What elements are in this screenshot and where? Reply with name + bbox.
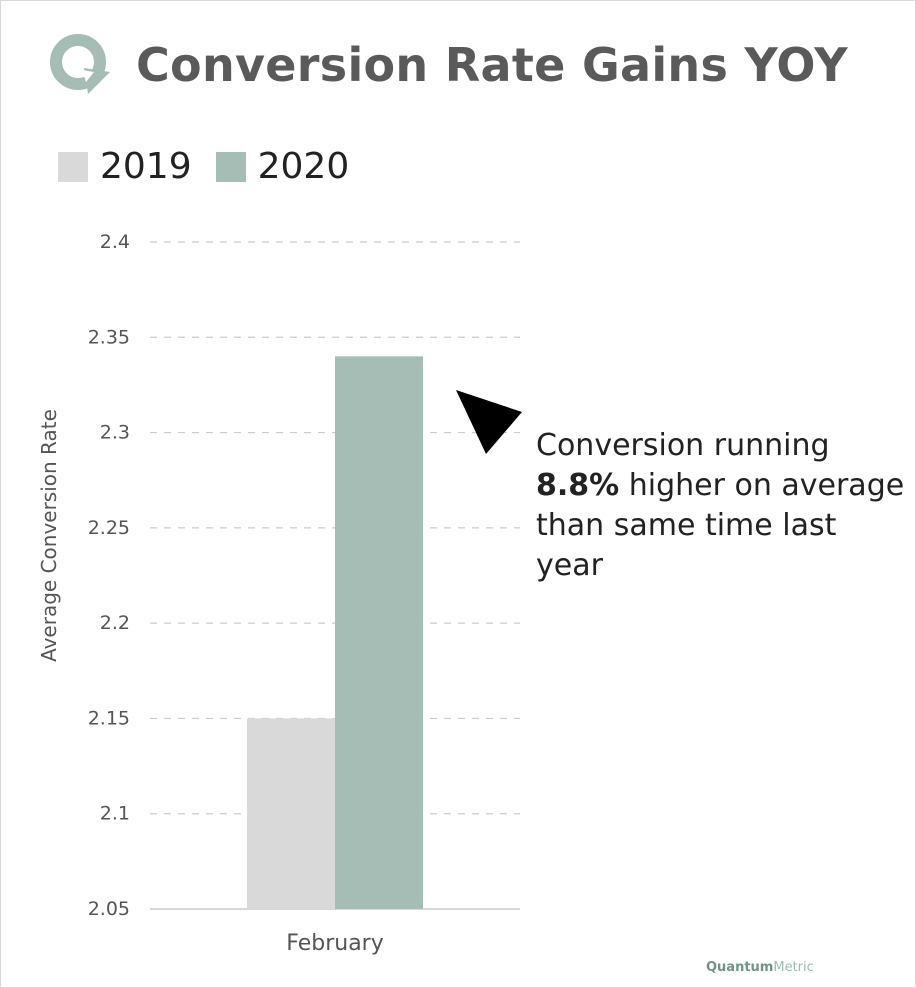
legend-label-2019: 2019 bbox=[100, 146, 192, 187]
y-tick-label: 2.05 bbox=[88, 898, 130, 920]
y-tick-label: 2.35 bbox=[88, 326, 130, 348]
legend-label-2020: 2020 bbox=[257, 146, 350, 187]
triangle-pointer-icon bbox=[456, 390, 522, 454]
legend-swatch-2019 bbox=[58, 151, 88, 182]
y-axis-label: Average Conversion Rate bbox=[37, 409, 61, 662]
y-tick-label: 2.25 bbox=[88, 517, 130, 539]
y-tick-label: 2.3 bbox=[100, 422, 130, 444]
bar-2020 bbox=[335, 356, 423, 909]
annotation-rest: higher on average than same time last ye… bbox=[536, 468, 905, 583]
legend-swatch-2020 bbox=[215, 151, 246, 182]
y-tick-label: 2.4 bbox=[100, 231, 130, 253]
quantum-metric-q-icon bbox=[50, 34, 110, 94]
brand-part1: Quantum bbox=[706, 960, 774, 975]
y-tick-label: 2.15 bbox=[88, 707, 130, 729]
legend-item-2020: 2020 bbox=[215, 146, 350, 187]
y-tick-label: 2.1 bbox=[100, 803, 130, 825]
y-tick-label: 2.2 bbox=[100, 612, 130, 634]
x-category-label: February bbox=[286, 931, 384, 956]
annotation-line1: Conversion running bbox=[536, 428, 830, 463]
brand-part2: Metric bbox=[773, 960, 814, 975]
chart-title: Conversion Rate Gains YOY bbox=[136, 38, 848, 92]
brand-wordmark: QuantumMetric bbox=[706, 960, 814, 975]
chart-legend: 2019 2020 bbox=[58, 146, 373, 187]
bar-2019 bbox=[247, 718, 335, 909]
chart-header: Conversion Rate Gains YOY bbox=[48, 30, 848, 100]
legend-item-2019: 2019 bbox=[58, 146, 192, 187]
annotation-text: Conversion running 8.8% higher on averag… bbox=[536, 426, 906, 586]
annotation-highlight: 8.8% bbox=[536, 468, 620, 503]
